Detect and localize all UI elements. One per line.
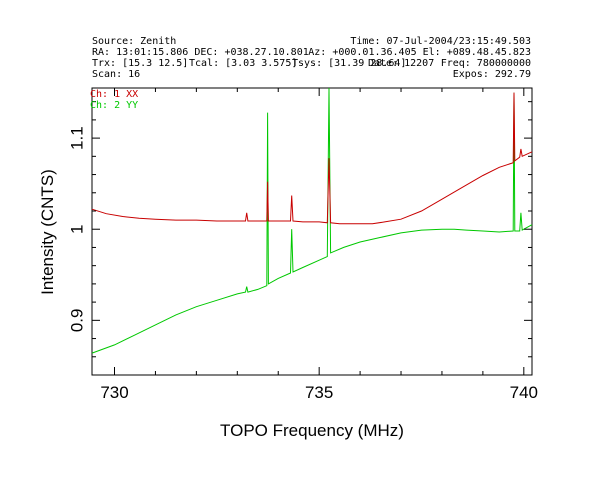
x-tick-label: 730 <box>100 383 128 402</box>
header-time: Time: 07-Jul-2004/23:15:49.503 <box>350 36 531 47</box>
x-axis-label: TOPO Frequency (MHz) <box>220 421 404 440</box>
y-axis-label: Intensity (CNTS) <box>38 169 57 295</box>
header-freq: Freq: 780000000 <box>441 58 531 69</box>
y-tick-label: 1.1 <box>67 126 86 150</box>
x-tick-label: 740 <box>510 383 538 402</box>
legend: Ch: 1 XX Ch: 2 YY <box>90 89 138 111</box>
header-scan: Scan: 16 <box>92 69 140 80</box>
header-tcal: Tcal: [3.03 3.575] <box>189 58 297 69</box>
legend-ch1: Ch: 1 XX <box>90 89 138 100</box>
x-tick-label: 735 <box>305 383 333 402</box>
plot-frame <box>91 87 533 376</box>
header-az-el: Az: +000.01.36.405 El: +089.48.45.823 <box>308 47 531 58</box>
ticks-layer: 730 735 740 0.9 1 1.1 <box>67 88 538 402</box>
header-expos: Expos: 292.79 <box>453 69 531 80</box>
header-trx: Trx: [15.3 12.5] <box>92 58 188 69</box>
header-date: Date: 12207 <box>368 58 434 69</box>
observation-header: Source: Zenith Time: 07-Jul-2004/23:15:4… <box>92 36 531 80</box>
series-line-ch2 <box>91 87 533 354</box>
y-tick-label: 0.9 <box>67 309 86 333</box>
series-line-ch1 <box>91 92 533 225</box>
header-tsys: Tsys: [31.39 28.64] <box>292 58 406 69</box>
legend-ch2: Ch: 2 YY <box>90 100 138 111</box>
series-layer <box>91 87 533 354</box>
y-tick-label: 1 <box>67 224 86 233</box>
header-source: Source: Zenith <box>92 36 176 47</box>
header-ra-dec: RA: 13:01:15.806 DEC: +038.27.10.801 <box>92 47 309 58</box>
